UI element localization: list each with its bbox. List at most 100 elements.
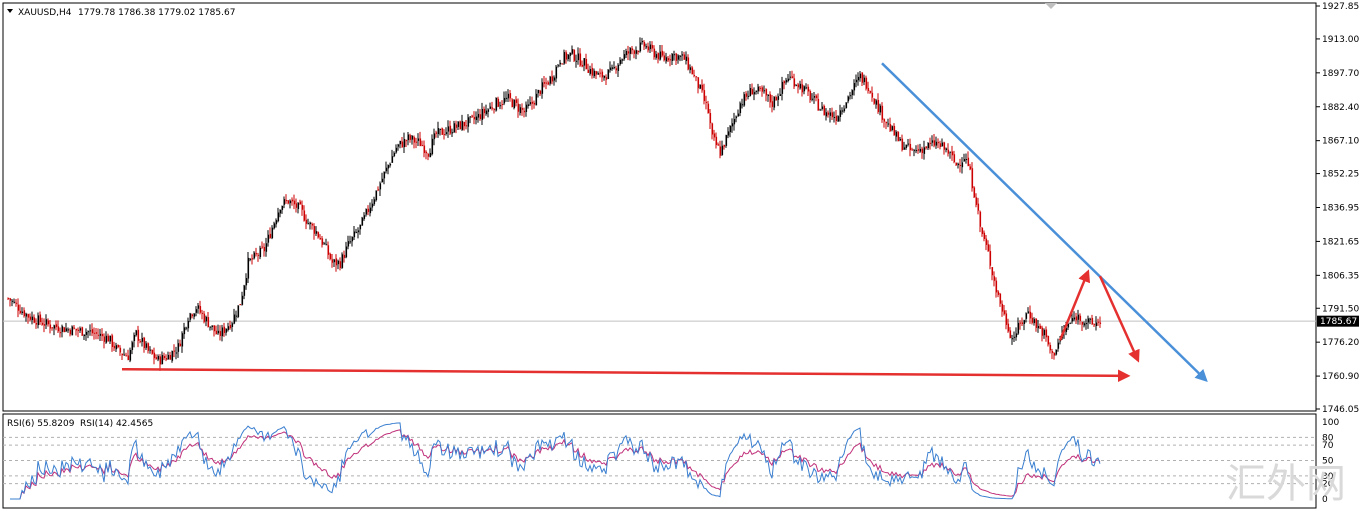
- candle-body: [835, 115, 838, 121]
- candle-body: [649, 44, 652, 50]
- candle-body: [505, 97, 508, 99]
- candle-body: [439, 128, 442, 130]
- candle-body: [509, 93, 512, 99]
- candle-body: [805, 87, 808, 89]
- trendline-thin-segment[interactable]: [881, 62, 969, 148]
- candle-body: [609, 67, 612, 71]
- rsi-tick-label: 50: [1322, 457, 1334, 467]
- candle-body: [1069, 322, 1072, 324]
- current-price-tag-text: 1785.67: [1320, 317, 1357, 327]
- candle-body: [601, 71, 604, 78]
- candle-body: [725, 135, 728, 146]
- candle-body: [727, 131, 730, 136]
- candle-body: [275, 220, 278, 225]
- candle-body: [565, 52, 568, 60]
- candle-body: [201, 312, 204, 314]
- candle-body: [235, 315, 238, 317]
- candle-body: [879, 105, 882, 113]
- scroll-marker-icon[interactable]: [1045, 3, 1057, 9]
- candle-body: [97, 334, 100, 336]
- candle-body: [523, 110, 526, 113]
- candle-body: [151, 349, 154, 354]
- candle-body: [1049, 344, 1052, 351]
- candle-body: [427, 153, 430, 157]
- candle-body: [373, 199, 376, 205]
- candle-body: [359, 224, 362, 230]
- price-tick-label: 1867.10: [1322, 137, 1359, 147]
- candle-body: [933, 140, 936, 146]
- candle-body: [365, 209, 368, 215]
- candle-body: [689, 67, 692, 71]
- candle-body: [131, 342, 134, 350]
- menu-triangle-icon[interactable]: [7, 9, 13, 13]
- candle-body: [653, 48, 656, 58]
- candle-body: [621, 59, 624, 61]
- candle-body: [507, 93, 510, 99]
- candles: [7, 37, 1102, 371]
- rsi-tick-label: 0: [1322, 495, 1328, 505]
- candle-body: [633, 50, 636, 54]
- candle-body: [713, 133, 716, 138]
- candle-body: [1071, 318, 1074, 322]
- support-line-1[interactable]: [121, 367, 1131, 383]
- candle-body: [937, 142, 940, 144]
- candle-body: [119, 347, 122, 353]
- candle-body: [821, 106, 824, 110]
- candle-body: [797, 84, 800, 88]
- candle-body: [955, 162, 958, 166]
- rsi-tick-label: 70: [1322, 441, 1334, 451]
- candle-body: [473, 117, 476, 120]
- candle-body: [545, 82, 548, 84]
- candle-body: [929, 142, 932, 144]
- candle-body: [183, 327, 186, 335]
- candle-body: [59, 332, 62, 334]
- arrow-3[interactable]: [1098, 275, 1140, 363]
- candle-body: [53, 325, 56, 329]
- candle-body: [63, 327, 66, 333]
- candle-body: [51, 327, 54, 329]
- candle-body: [105, 335, 108, 343]
- candle-body: [585, 58, 588, 70]
- candle-body: [843, 108, 846, 112]
- candle-body: [967, 157, 970, 166]
- arrow-2[interactable]: [1058, 269, 1091, 341]
- candle-body: [581, 64, 584, 67]
- candle-body: [271, 227, 274, 239]
- candle-body: [161, 355, 164, 365]
- candle-body: [685, 56, 688, 62]
- rsi-tick-label: 20: [1322, 480, 1334, 490]
- candle-body: [253, 252, 256, 259]
- candle-body: [1035, 318, 1038, 328]
- candle-body: [857, 76, 860, 81]
- candle-body: [743, 94, 746, 106]
- candle-body: [809, 91, 812, 101]
- candle-body: [1095, 322, 1098, 327]
- candle-body: [387, 165, 390, 169]
- candle-body: [403, 139, 406, 148]
- candle-body: [799, 83, 802, 89]
- candle-body: [573, 50, 576, 61]
- candle-body: [1093, 324, 1096, 326]
- candle-body: [675, 53, 678, 61]
- candle-body: [29, 316, 32, 320]
- main-plot-area[interactable]: [2, 2, 1317, 412]
- candle-body: [501, 104, 504, 106]
- candle-body: [691, 67, 694, 75]
- candle-body: [793, 78, 796, 87]
- candle-body: [301, 204, 304, 210]
- candle-body: [341, 254, 344, 268]
- candle-body: [1077, 314, 1080, 320]
- candle-body: [981, 227, 984, 234]
- candle-body: [1083, 323, 1086, 326]
- candle-body: [461, 121, 464, 130]
- drawn-annotations[interactable]: [121, 62, 1208, 383]
- candle-body: [615, 68, 618, 71]
- candle-body: [385, 167, 388, 172]
- candle-body: [495, 97, 498, 111]
- candle-body: [939, 143, 942, 147]
- candle-body: [875, 100, 878, 105]
- candle-body: [17, 304, 20, 311]
- candle-body: [801, 84, 804, 93]
- candle-body: [89, 330, 92, 332]
- candle-body: [515, 99, 518, 103]
